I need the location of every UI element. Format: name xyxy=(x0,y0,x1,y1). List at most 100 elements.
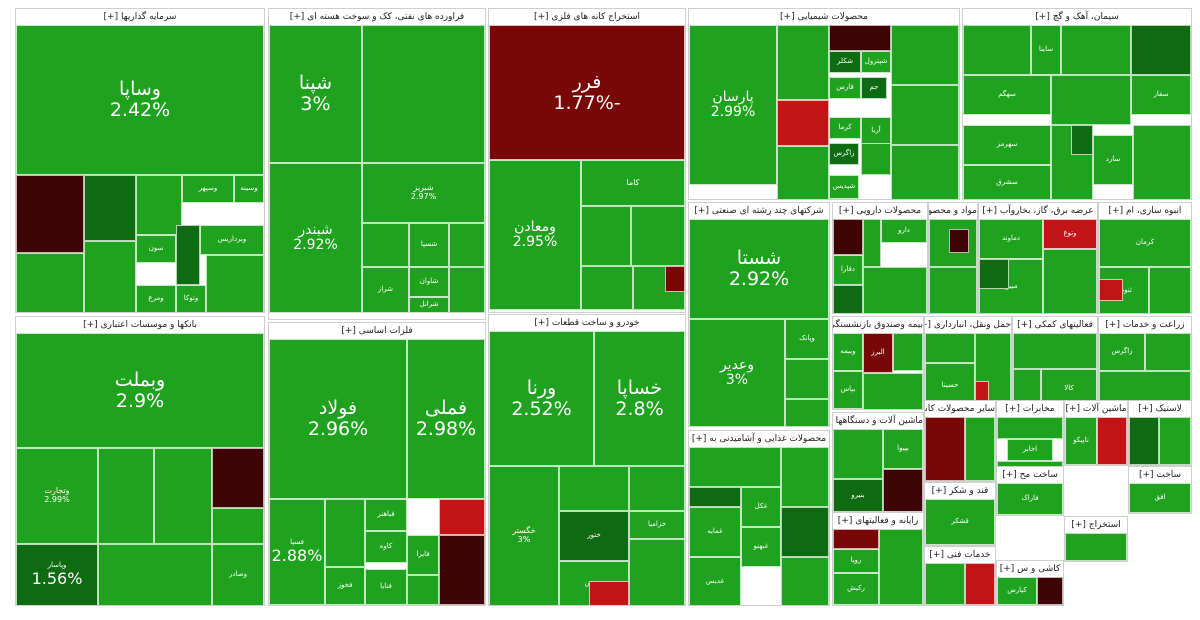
sector-title[interactable]: خدمات فنی [+] xyxy=(925,547,995,564)
stock-tile[interactable]: ختور xyxy=(559,511,629,561)
stock-tile-unlabeled[interactable] xyxy=(997,417,1063,439)
sector-title[interactable]: خودرو و ساخت قطعات [+] xyxy=(489,315,685,332)
sector-0[interactable]: سرمایه گذاریها [+] وساپا 2.42% وسپهر وسینه وب… xyxy=(15,8,265,313)
stock-tile-unlabeled[interactable] xyxy=(212,448,264,508)
sector-21[interactable]: ماشین آلات [+] تاپیکو xyxy=(1064,400,1128,466)
stock-tile-unlabeled[interactable] xyxy=(1061,25,1131,75)
stock-tile-unlabeled[interactable] xyxy=(589,581,629,605)
stock-tile-unlabeled[interactable] xyxy=(16,253,84,312)
sector-title[interactable]: سیمان، آهک و گچ [+] xyxy=(963,9,1191,26)
stock-tile[interactable]: کرما xyxy=(829,117,861,139)
stock-tile-unlabeled[interactable] xyxy=(1149,267,1191,313)
stock-tile-unlabeled[interactable] xyxy=(829,199,891,200)
stock-tile[interactable]: وبیمه xyxy=(833,333,863,371)
stock-tile-unlabeled[interactable] xyxy=(689,487,741,507)
stock-tile-unlabeled[interactable] xyxy=(883,469,923,511)
sector-title[interactable]: فعالیتهای کمکی [+] xyxy=(1013,317,1097,334)
sector-1[interactable]: فراورده های نفتی، کک و سوخت هسته ای [+] ش… xyxy=(268,8,486,320)
stock-tile[interactable]: شپدیس xyxy=(829,175,859,199)
stock-tile[interactable]: شسپا xyxy=(409,223,449,267)
stock-tile[interactable]: فارس xyxy=(829,77,861,99)
stock-tile-unlabeled[interactable] xyxy=(362,223,409,267)
stock-tile[interactable]: فسپا 2.88% xyxy=(269,499,325,605)
stock-tile-unlabeled[interactable] xyxy=(439,535,485,605)
stock-tile[interactable]: قشکر xyxy=(925,499,995,545)
stock-tile[interactable]: شکلر xyxy=(829,51,861,73)
stock-tile[interactable]: وعدیر 3% xyxy=(689,319,785,426)
sector-14[interactable]: بیمه وصندوق بازنشستگی [+] البرز وبیمه بپاس xyxy=(832,316,924,410)
sector-title[interactable]: محصولات غذایی و آشامیدنی به [+] xyxy=(689,431,829,448)
sector-20[interactable]: مخابرات [+] اخابر xyxy=(996,400,1064,482)
stock-tile[interactable]: وتوغ xyxy=(1043,219,1097,249)
stock-tile-unlabeled[interactable] xyxy=(1037,577,1063,605)
stock-tile[interactable]: خساپا 2.8% xyxy=(594,331,685,466)
sector-title[interactable]: استخراج [+] xyxy=(1065,517,1127,534)
stock-tile[interactable]: دفارا xyxy=(833,255,863,285)
stock-tile-unlabeled[interactable] xyxy=(963,25,1031,75)
stock-tile-unlabeled[interactable] xyxy=(929,219,977,267)
stock-tile-unlabeled[interactable] xyxy=(1099,279,1123,301)
stock-tile-unlabeled[interactable] xyxy=(98,448,154,544)
stock-tile-unlabeled[interactable] xyxy=(325,499,365,567)
stock-tile[interactable]: جم xyxy=(861,77,887,99)
sector-2[interactable]: استخراج کانه های فلزی [+] فرر -1.77% ومعادن… xyxy=(488,8,686,313)
stock-tile-unlabeled[interactable] xyxy=(891,145,959,199)
stock-tile-unlabeled[interactable] xyxy=(1043,249,1097,313)
stock-tile[interactable]: دارو xyxy=(881,219,927,243)
stock-tile[interactable]: بپیوا xyxy=(883,429,923,469)
sector-10[interactable]: بانکها و موسسات اعتباری [+] وبملت 2.9% وتجا… xyxy=(15,316,265,606)
sector-18[interactable]: ماشین آلات و دستگاهها [+] بنیرو بپیوا xyxy=(832,412,924,512)
stock-tile-unlabeled[interactable] xyxy=(212,508,264,544)
stock-tile-unlabeled[interactable] xyxy=(833,219,863,255)
sector-title[interactable]: ساخت مح [+] xyxy=(997,467,1063,484)
stock-tile-unlabeled[interactable] xyxy=(1013,333,1097,369)
sector-5[interactable]: شرکتهای چند رشته ای صنعتی [+] شستا 2.92% وع… xyxy=(688,202,830,427)
stock-tile-unlabeled[interactable] xyxy=(863,219,881,267)
sector-title[interactable]: بانکها و موسسات اعتباری [+] xyxy=(16,317,264,334)
stock-tile-unlabeled[interactable] xyxy=(891,85,959,145)
stock-tile-unlabeled[interactable] xyxy=(16,175,84,253)
sector-title[interactable]: حمل ونقل، انبارداری [+] xyxy=(925,317,1011,334)
sector-17[interactable]: زراعت و خدمات [+] زاگرس xyxy=(1098,316,1192,410)
stock-tile[interactable]: شستا 2.92% xyxy=(689,219,829,319)
sector-title[interactable]: کاشی و س [+] xyxy=(997,561,1063,578)
sector-title[interactable]: انبوه سازی، ام [+] xyxy=(1099,203,1191,220)
stock-tile[interactable]: شپنا 3% xyxy=(269,25,362,163)
sector-15[interactable]: حمل ونقل، انبارداری [+] حسینا xyxy=(924,316,1012,410)
sector-27[interactable]: استخراج [+] xyxy=(1064,516,1128,562)
stock-tile-unlabeled[interactable] xyxy=(439,499,485,535)
stock-tile-unlabeled[interactable] xyxy=(879,529,923,605)
sector-12[interactable]: خودرو و ساخت قطعات [+] ورنا 2.52% خساپا 2.8%… xyxy=(488,314,686,606)
stock-tile[interactable]: وپاسار 1.56% xyxy=(16,544,98,605)
stock-tile-unlabeled[interactable] xyxy=(206,255,264,312)
stock-tile[interactable]: غکل xyxy=(741,487,781,527)
stock-tile-unlabeled[interactable] xyxy=(891,25,959,85)
sector-title[interactable]: استخراج کانه های فلزی [+] xyxy=(489,9,685,26)
stock-tile[interactable]: فنایا xyxy=(365,569,407,605)
stock-tile[interactable]: سارد xyxy=(1093,135,1133,185)
sector-6[interactable]: محصولات دارویی [+]دلردارودفارا xyxy=(832,202,928,314)
stock-tile-unlabeled[interactable] xyxy=(925,333,975,363)
sector-title[interactable]: محصولات شیمیایی [+] xyxy=(689,9,959,26)
stock-tile[interactable]: اخابر xyxy=(1007,439,1053,461)
sector-title[interactable]: سرمایه گذاریها [+] xyxy=(16,9,264,26)
stock-tile-unlabeled[interactable] xyxy=(449,267,485,313)
stock-tile-unlabeled[interactable] xyxy=(176,225,200,285)
stock-tile[interactable]: وتجارت 2.99% xyxy=(16,448,98,544)
stock-tile-unlabeled[interactable] xyxy=(629,466,685,511)
stock-tile-unlabeled[interactable] xyxy=(833,285,863,313)
sector-19[interactable]: سایر محصولات کانی [+] xyxy=(924,400,996,482)
sector-29[interactable]: ساخت [+] افق xyxy=(1128,466,1192,514)
stock-tile-unlabeled[interactable] xyxy=(98,544,212,605)
stock-tile-unlabeled[interactable] xyxy=(1051,75,1131,125)
stock-tile[interactable]: البرز xyxy=(863,333,893,373)
stock-tile-unlabeled[interactable] xyxy=(833,429,883,479)
stock-tile-unlabeled[interactable] xyxy=(362,25,485,163)
sector-23[interactable]: قند و شکر [+] قشکر xyxy=(924,482,996,546)
stock-tile[interactable]: رویا xyxy=(833,549,879,573)
sector-title[interactable]: ساخت [+] xyxy=(1129,467,1191,484)
stock-tile-unlabeled[interactable] xyxy=(925,563,965,605)
sector-title[interactable]: زراعت و خدمات [+] xyxy=(1099,317,1191,334)
stock-tile[interactable]: فباهنر xyxy=(365,499,407,531)
stock-tile[interactable]: غبهنو xyxy=(741,527,781,567)
